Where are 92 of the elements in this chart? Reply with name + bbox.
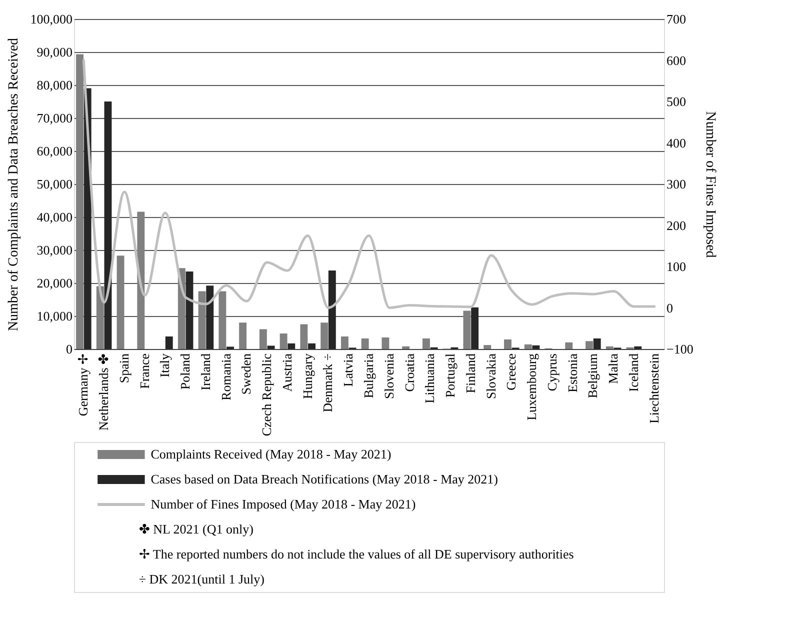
bar [300, 324, 308, 349]
y2-axis-title: Number of Fines Imposed [702, 111, 718, 258]
bar [259, 329, 267, 349]
x-tick-label: Liechtenstein [646, 353, 662, 424]
bar [565, 342, 573, 349]
x-tick-label: Sweden [238, 353, 254, 395]
x-tick-label: Slovakia [483, 353, 498, 399]
bar [267, 346, 275, 349]
x-tick-label: Belgium [585, 354, 600, 398]
x-tick-label: Netherlands ✤ [96, 354, 112, 431]
bar [206, 286, 214, 349]
y-tick-label: 0 [66, 342, 72, 356]
y2-tick-label: 600 [666, 52, 686, 68]
bar [634, 346, 642, 349]
y2-tick-label: 500 [666, 94, 686, 109]
y2-tick-label: 100 [666, 259, 686, 274]
bar [308, 343, 316, 349]
bar [402, 346, 410, 349]
y-tick-label: 60,000 [36, 144, 72, 158]
bar [280, 333, 288, 349]
bar [116, 256, 124, 349]
x-tick-label: Latvia [340, 353, 356, 387]
x-tick-label: Malta [606, 353, 621, 384]
x-tick-label: Czech Republic [259, 353, 274, 436]
bar [593, 338, 601, 349]
y-tick-label: 90,000 [36, 44, 72, 60]
bar [165, 336, 173, 349]
line-series [82, 59, 656, 309]
x-tick-label: Iceland [626, 353, 641, 392]
y-tick-label: 10,000 [36, 308, 72, 324]
bar [484, 345, 492, 349]
legend-label: Cases based on Data Breach Notifications (May 2018 - May 2021) [150, 472, 498, 486]
bar [218, 291, 226, 349]
y2-tick-label: 300 [666, 176, 686, 192]
y2-tick-label: 400 [666, 135, 686, 150]
y-tick-label: 20,000 [36, 276, 72, 290]
legend-label: Number of Fines Imposed (May 2018 - May 2021) [150, 496, 416, 512]
x-tick-label: Germany ✢ [76, 354, 91, 416]
y-tick-label: 80,000 [36, 78, 72, 92]
x-tick-label: Luxembourg [524, 353, 540, 420]
bar [76, 54, 84, 349]
bar [186, 271, 194, 349]
y2-tick-label: 700 [666, 12, 686, 26]
bar [524, 344, 532, 349]
bar [504, 339, 512, 349]
text: ✢ The reported numbers do not include the values of all DE supervisory authorities [138, 546, 574, 562]
x-tick-label: Ireland [198, 353, 213, 390]
x-tick-label: Finland [462, 353, 478, 394]
bar [320, 322, 328, 349]
x-tick-label: Hungary [300, 353, 315, 399]
y-tick-label: 100,000 [30, 12, 72, 26]
x-tick-label: France [136, 353, 152, 389]
bar [340, 336, 348, 349]
bar [382, 337, 390, 349]
x-tick-label: Lithuania [422, 353, 438, 404]
x-tick-label: Croatia [402, 353, 417, 392]
x-tick-label: Austria [279, 353, 294, 392]
bar [288, 343, 296, 349]
y-tick-label: 40,000 [36, 210, 72, 224]
bar [361, 338, 369, 349]
x-tick-label: Denmark ÷ [320, 354, 336, 412]
x-tick-label: Portugal [442, 353, 458, 398]
x-tick-label: Spain [116, 353, 132, 384]
bar [463, 310, 471, 349]
bar [532, 345, 540, 349]
bar [586, 341, 593, 349]
x-tick-label: Cyprus [544, 354, 560, 392]
bar [198, 291, 206, 349]
y2-tick-label: 0 [666, 300, 673, 316]
x-tick-label: Greece [504, 353, 519, 390]
legend-label: Complaints Received (May 2018 - May 2021) [150, 446, 392, 462]
bar [471, 307, 479, 349]
bar [96, 286, 104, 349]
x-tick-label: Romania [218, 353, 234, 400]
x-tick-label: Slovenia [381, 353, 396, 399]
y-tick-label: 50,000 [36, 176, 72, 192]
y-axis-title: Number of Complaints and Data Breaches Received [6, 38, 22, 332]
x-tick-label: Italy [157, 353, 172, 378]
y-tick-label: 30,000 [36, 242, 72, 258]
bar [328, 270, 336, 349]
y-tick-label: 70,000 [36, 110, 72, 126]
y2-tick-label: −100 [666, 342, 694, 356]
bar [137, 212, 145, 349]
x-tick-label: Bulgaria [361, 353, 376, 398]
x-tick-label: Poland [178, 353, 193, 390]
text: ÷ DK 2021(until 1 July) [138, 572, 264, 586]
bar [606, 346, 614, 349]
bar [422, 338, 430, 349]
bar [239, 322, 247, 349]
y2-tick-label: 200 [666, 218, 686, 233]
x-tick-label: Estonia [564, 353, 580, 392]
text: ✤ NL 2021 (Q1 only) [138, 522, 254, 536]
